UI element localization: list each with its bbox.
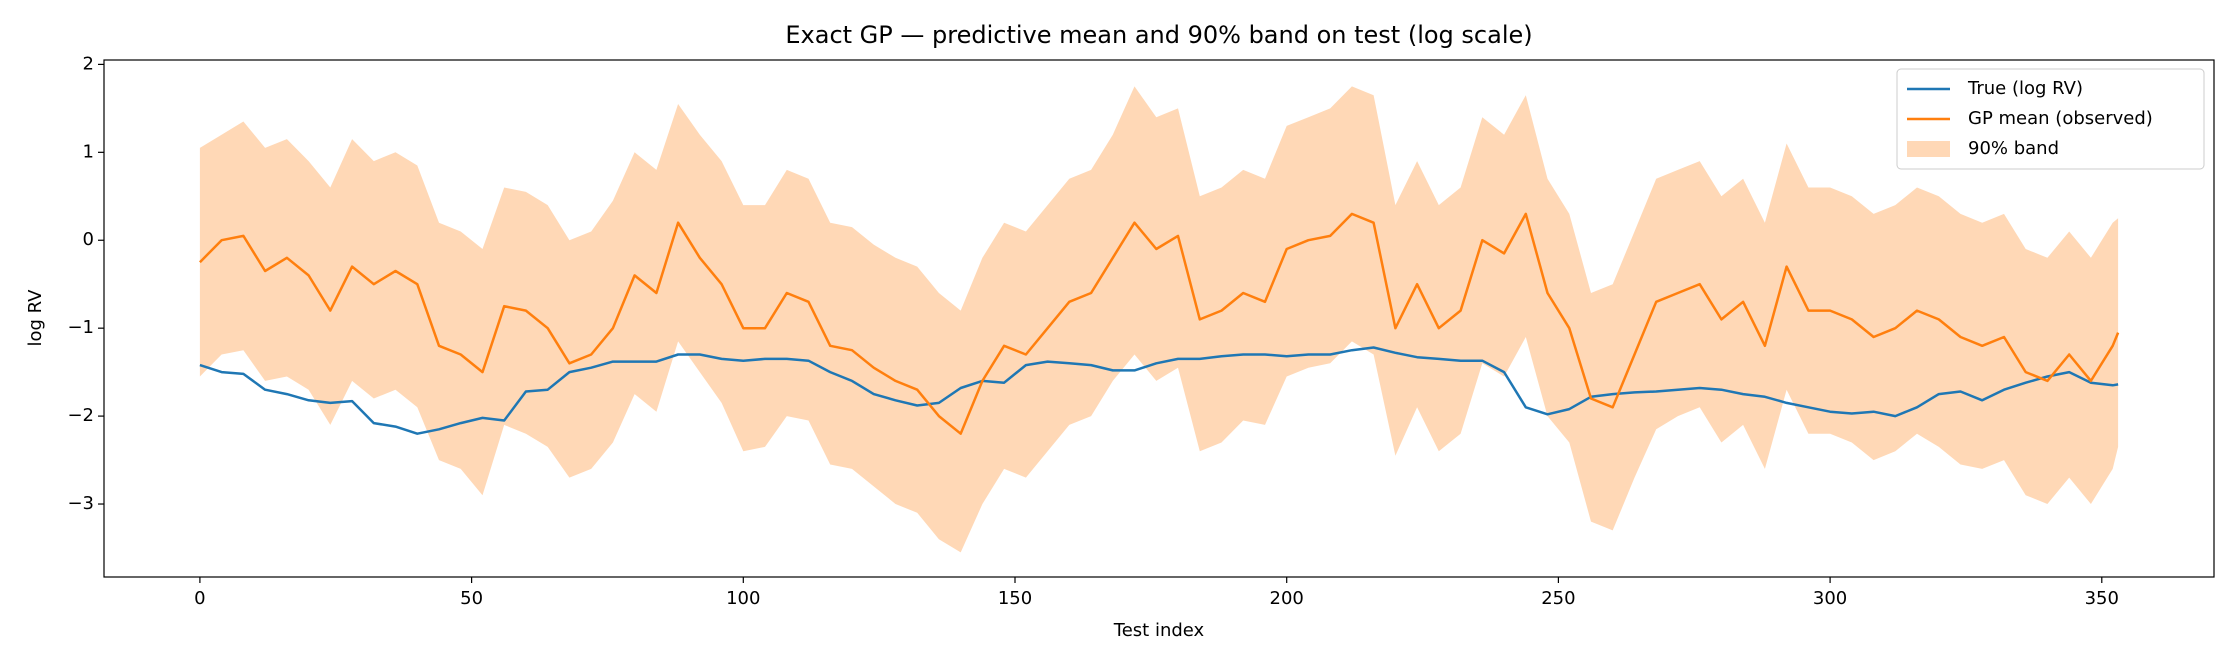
x-tick-label: 50 (460, 588, 483, 609)
series-line (199, 346, 2119, 435)
x-tick-label: 350 (2085, 588, 2119, 609)
x-tick-label: 250 (1541, 588, 1575, 609)
y-tick-label: 0 (83, 229, 94, 250)
legend-swatch (1907, 141, 1950, 157)
x-tick-label: 150 (998, 588, 1032, 609)
y-tick-label: 2 (83, 53, 94, 74)
chart-title: Exact GP — predictive mean and 90% band … (785, 21, 1532, 49)
y-axis-label: log RV (25, 289, 46, 347)
x-axis-label: Test index (1113, 620, 1205, 641)
x-tick-label: 300 (1813, 588, 1847, 609)
x-tick-label: 200 (1270, 588, 1304, 609)
y-tick-label: 1 (83, 141, 94, 162)
legend-label: GP mean (observed) (1968, 108, 2153, 129)
y-tick-label: −1 (67, 317, 94, 338)
y-tick-label: −3 (67, 493, 94, 514)
band-area (199, 86, 2119, 553)
x-tick-label: 100 (726, 588, 760, 609)
legend-label: True (log RV) (1967, 78, 2083, 99)
series-line (199, 212, 2120, 435)
legend-label: 90% band (1968, 138, 2059, 159)
x-tick-label: 0 (194, 588, 205, 609)
legend-box (1896, 68, 2205, 170)
y-tick-label: −2 (67, 405, 94, 426)
plot-frame (103, 59, 2215, 578)
